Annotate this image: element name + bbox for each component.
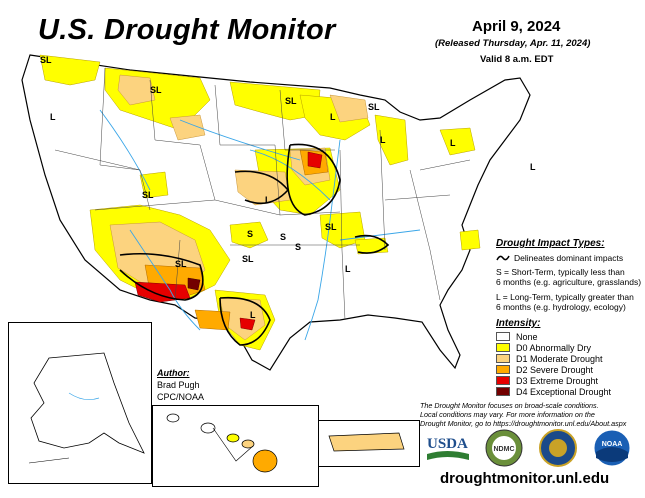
usda-logo: USDA — [427, 436, 469, 460]
label-l: L — [345, 264, 351, 274]
impact-long-term: L = Long-Term, typically greater than — [496, 292, 634, 302]
intensity-title: Intensity: — [496, 318, 541, 329]
hawaii-map — [166, 413, 278, 473]
label-sl: SL — [175, 259, 187, 269]
legend-swatch — [496, 354, 510, 363]
label-l: L — [330, 112, 336, 122]
author-name: Brad Pugh — [157, 380, 200, 390]
label-l: L — [250, 310, 256, 320]
commerce-seal-logo — [539, 429, 577, 467]
legend-item: D3 Extreme Drought — [496, 375, 598, 386]
disclaimer: The Drought Monitor focuses on broad-sca… — [420, 401, 640, 428]
d4-regions — [187, 277, 201, 291]
release-date: (Released Thursday, Apr. 11, 2024) — [435, 38, 591, 49]
state-borders — [54, 67, 471, 321]
impact-line-icon — [496, 255, 510, 261]
label-sl: SL — [325, 222, 337, 232]
label-sl: SL — [285, 96, 297, 106]
alaska-map — [28, 352, 145, 464]
impact-short-term: S = Short-Term, typically less than — [496, 267, 625, 277]
puerto-rico-map — [328, 432, 405, 452]
label-l: L — [50, 112, 56, 122]
impact-lines — [119, 143, 390, 346]
disclaimer-line: Local conditions may vary. For more info… — [420, 410, 595, 419]
noaa-logo: NOAA — [593, 429, 631, 467]
disclaimer-line: Drought Monitor, go to https://droughtmo… — [420, 419, 627, 428]
impact-short-term-desc: 6 months (e.g. agriculture, grasslands) — [496, 277, 642, 287]
impact-long-term-desc: 6 months (e.g. hydrology, ecology) — [496, 302, 626, 312]
label-l: L — [380, 135, 386, 145]
legend-swatch — [496, 365, 510, 374]
label-l: L — [450, 138, 456, 148]
label-s: S — [295, 242, 301, 252]
legend-item: D0 Abnormally Dry — [496, 342, 591, 353]
legend-swatch — [496, 376, 510, 385]
legend-swatch — [496, 332, 510, 341]
ndmc-logo: NDMC — [485, 429, 523, 467]
label-l: L — [265, 195, 271, 205]
impact-types-title: Drought Impact Types: — [496, 238, 605, 249]
impact-delineates: Delineates dominant impacts — [514, 253, 624, 263]
hawaii-inset — [152, 405, 319, 487]
valid-time: Valid 8 a.m. EDT — [480, 54, 554, 65]
puerto-rico-inset — [318, 420, 420, 467]
disclaimer-line: The Drought Monitor focuses on broad-sca… — [420, 401, 599, 410]
legend-item: D2 Severe Drought — [496, 364, 593, 375]
legend-swatch — [496, 343, 510, 352]
legend-label: D1 Moderate Drought — [516, 353, 603, 364]
legend-label: D4 Exceptional Drought — [516, 386, 612, 397]
label-s: S — [247, 229, 253, 239]
website-url: droughtmonitor.unl.edu — [440, 470, 610, 487]
author-block: Author: Brad Pugh CPC/NOAA — [157, 367, 204, 403]
label-sl: SL — [368, 102, 380, 112]
author-org: CPC/NOAA — [157, 392, 205, 402]
legend-item: D4 Exceptional Drought — [496, 386, 611, 397]
map-date: April 9, 2024 — [472, 18, 561, 35]
label-l: L — [530, 162, 536, 172]
legend-label: None — [516, 331, 538, 342]
alaska-inset — [8, 322, 152, 484]
svg-text:NDMC: NDMC — [494, 446, 515, 453]
svg-text:USDA: USDA — [427, 436, 468, 452]
author-label: Author: — [157, 368, 190, 378]
legend-label: D2 Severe Drought — [516, 364, 594, 375]
label-s: S — [280, 232, 286, 242]
label-sl: SL — [150, 85, 162, 95]
label-sl: SL — [40, 55, 52, 65]
label-sl: SL — [242, 254, 254, 264]
rivers — [99, 109, 421, 341]
legend-label: D0 Abnormally Dry — [516, 342, 592, 353]
legend-label: D3 Extreme Drought — [516, 375, 599, 386]
label-sl: SL — [142, 190, 154, 200]
legend-swatch — [496, 387, 510, 396]
legend-item: None — [496, 331, 538, 342]
svg-text:NOAA: NOAA — [602, 441, 623, 448]
legend-item: D1 Moderate Drought — [496, 353, 603, 364]
map-title: U.S. Drought Monitor — [38, 14, 336, 46]
